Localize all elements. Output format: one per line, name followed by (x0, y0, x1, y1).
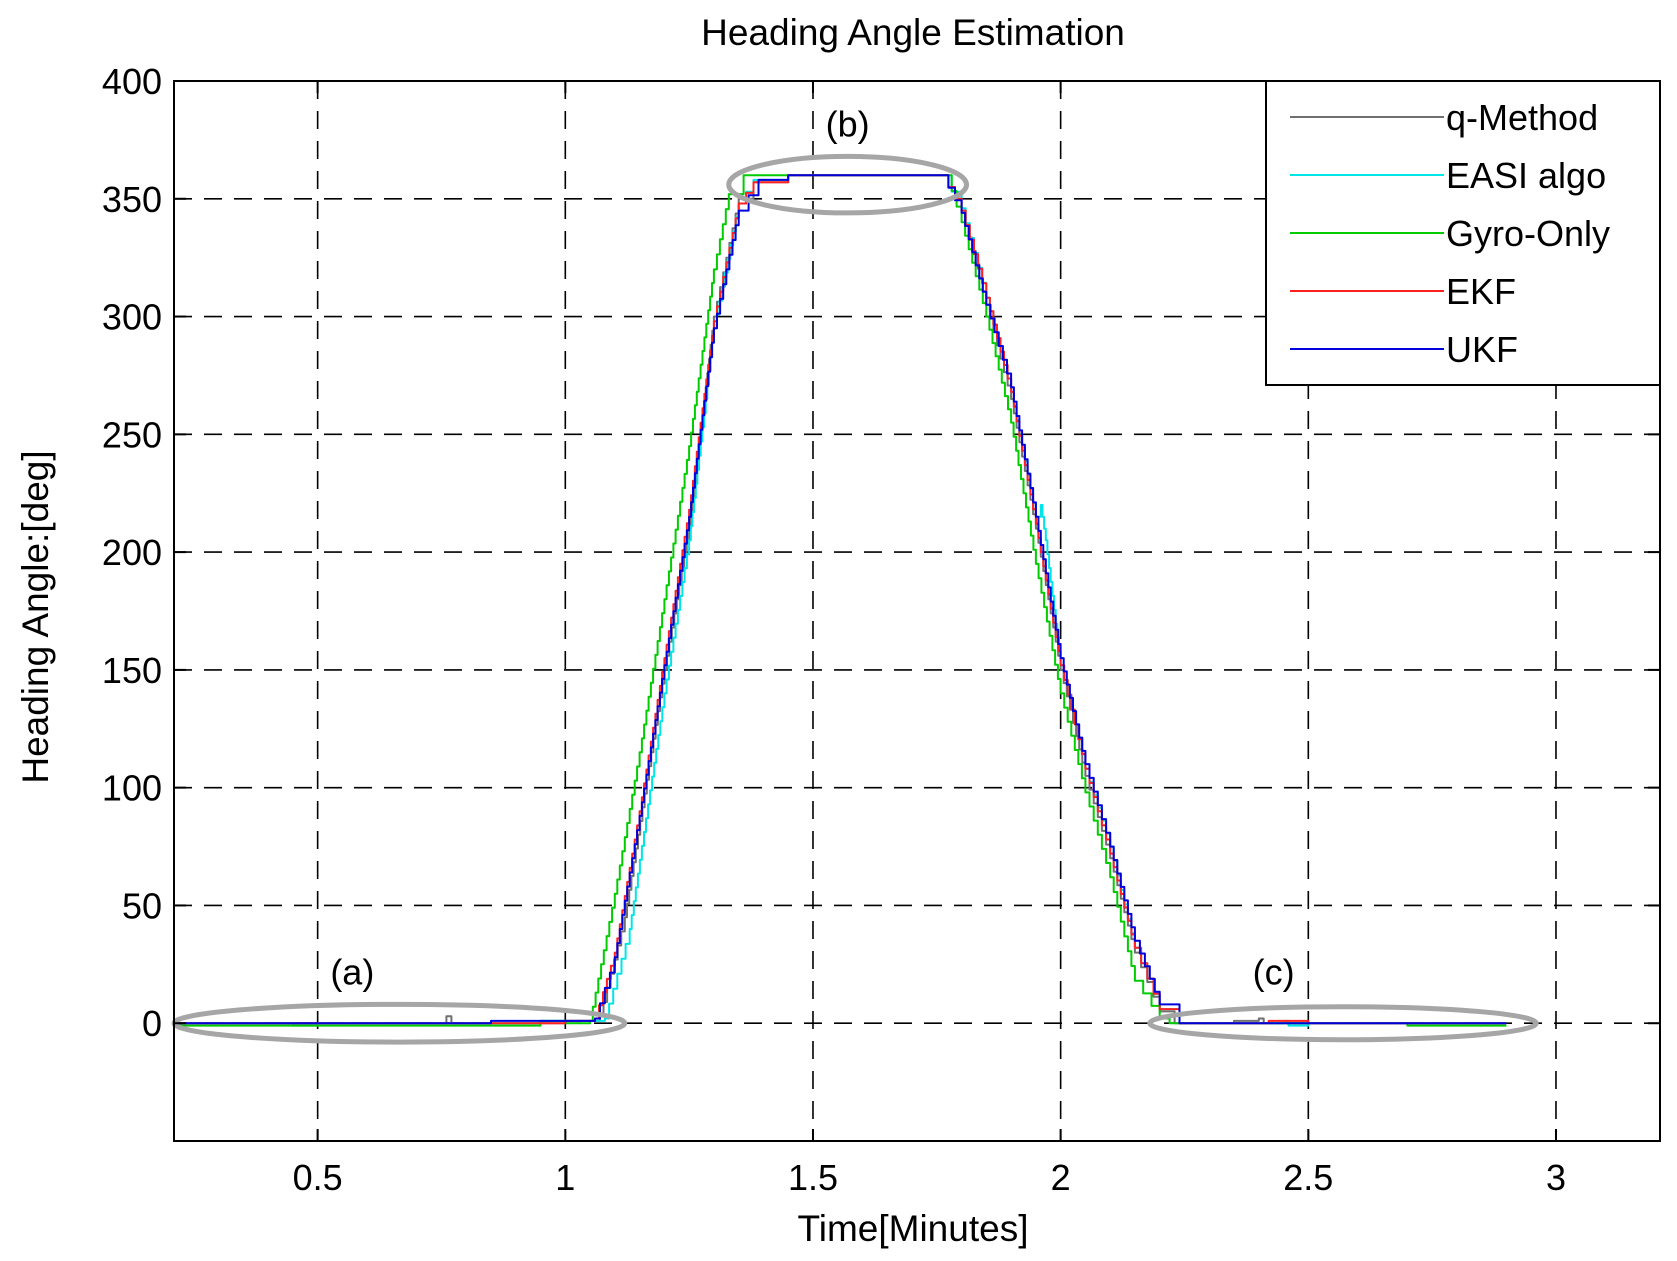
legend-label: EASI algo (1446, 155, 1606, 196)
x-tick-label: 3 (1546, 1157, 1566, 1198)
legend: q-Method EASI algo Gyro-Only EKF UKF (1265, 80, 1661, 386)
y-tick-label: 100 (102, 768, 162, 809)
x-tick-label: 0.5 (293, 1157, 343, 1198)
legend-label: UKF (1446, 329, 1518, 370)
x-tick-label: 1 (555, 1157, 575, 1198)
y-tick-label: 250 (102, 414, 162, 455)
x-tick-label: 2.5 (1283, 1157, 1333, 1198)
x-tick-label: 1.5 (788, 1157, 838, 1198)
series-line-gyro-only (174, 174, 1507, 1027)
y-tick-label: 400 (102, 61, 162, 102)
y-tick-label: 200 (102, 532, 162, 573)
annotation-label: (c) (1253, 951, 1295, 992)
y-axis-label: Heading Angle:[deg] (15, 450, 56, 783)
y-tick-label: 350 (102, 179, 162, 220)
annotation-ellipse (726, 153, 970, 216)
annotation-label: (b) (826, 103, 870, 144)
series-line-ukf (174, 174, 1507, 1025)
chart-title: Heading Angle Estimation (701, 12, 1125, 53)
annotation-label: (a) (330, 951, 374, 992)
series-layer (174, 174, 1507, 1027)
annotation-layer: (a) (b) (c) (171, 103, 1539, 1045)
y-tick-label: 0 (142, 1003, 162, 1044)
legend-label: q-Method (1446, 97, 1598, 138)
y-tick-label: 50 (122, 885, 162, 926)
tick-layer: 0.5 1 1.5 2 2.5 3 0 50 100 150 200 250 300 350 400 (102, 61, 1660, 1198)
x-axis-label: Time[Minutes] (798, 1208, 1029, 1249)
plot-frame (173, 80, 1661, 1142)
legend-label: Gyro-Only (1446, 213, 1610, 254)
y-tick-label: 150 (102, 650, 162, 691)
y-tick-label: 300 (102, 297, 162, 338)
x-tick-label: 2 (1051, 1157, 1071, 1198)
annotation-ellipse (1147, 1004, 1539, 1043)
legend-label: EKF (1446, 271, 1516, 312)
